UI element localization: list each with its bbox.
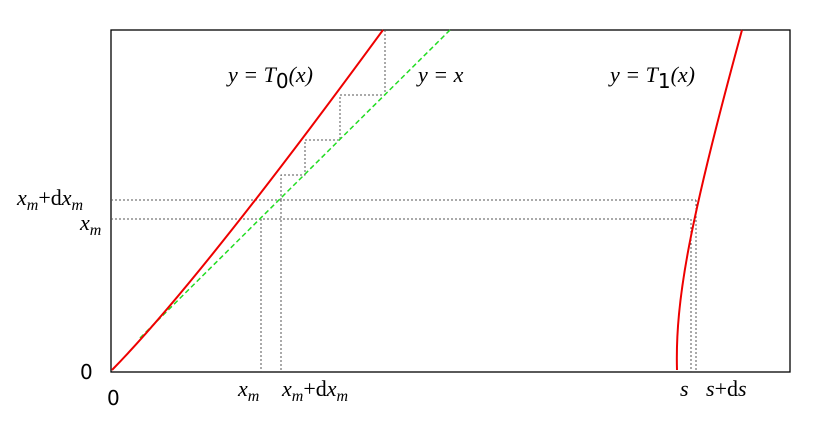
part: s	[738, 376, 747, 401]
part: x	[79, 210, 90, 235]
t1-main: y = T	[608, 62, 660, 87]
part: x	[281, 376, 292, 401]
part: +d	[303, 376, 326, 401]
t1-label: y = T1(x)	[608, 62, 695, 93]
part: x	[16, 185, 27, 210]
t1-tail: (x)	[671, 62, 695, 87]
x-origin-label: 0	[107, 386, 120, 410]
part: x	[237, 376, 248, 401]
t0-tail: (x)	[289, 62, 313, 87]
x-label-xm: xm	[237, 376, 259, 405]
part: m	[292, 388, 304, 405]
part: m	[27, 197, 39, 214]
part: s	[706, 376, 715, 401]
part: m	[248, 388, 260, 405]
cobweb	[280, 30, 386, 200]
y-origin-label: 0	[80, 360, 93, 384]
x-label-xm-dxm: xm+dxm	[281, 376, 348, 405]
t0-sub: 0	[276, 69, 289, 93]
part: x	[61, 185, 72, 210]
part: m	[90, 222, 102, 239]
part: +d	[38, 185, 61, 210]
t0-label: y = T0(x)	[226, 62, 313, 93]
part: m	[72, 197, 84, 214]
t1-sub: 1	[658, 69, 671, 93]
t0-main: y = T	[226, 62, 278, 87]
guides	[111, 30, 697, 372]
part: x	[326, 376, 337, 401]
identity-label: y = x	[416, 62, 464, 87]
part: +d	[715, 376, 738, 401]
y-label-xm-dxm: xm+dxm	[16, 185, 83, 214]
frame	[110, 29, 791, 373]
y-label-xm: xm	[79, 210, 101, 239]
identity-line	[139, 29, 451, 339]
t0-curve	[111, 29, 384, 371]
t1-curve	[675, 29, 743, 371]
x-label-s-ds: s+ds	[706, 376, 747, 401]
x-label-s: s	[680, 376, 689, 401]
part: m	[337, 388, 349, 405]
